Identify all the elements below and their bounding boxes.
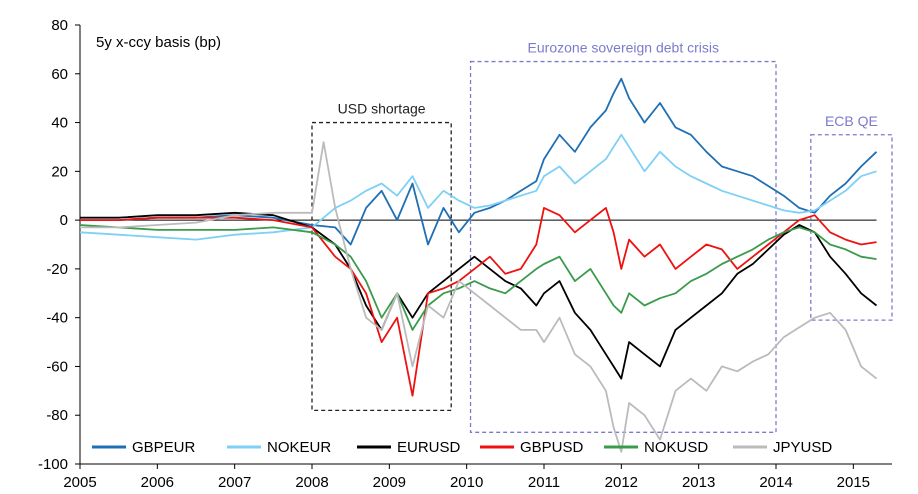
series-line-eurusd	[80, 211, 878, 380]
annotation-box	[311, 121, 452, 411]
x-tick-label: 2008	[295, 474, 328, 491]
y-tick-label: -20	[46, 261, 68, 278]
series-line-jpyusd	[80, 141, 878, 453]
x-tick-label: 2006	[141, 474, 174, 491]
annotations: USD shortage Eurozone sovereign debt cris…	[311, 40, 893, 433]
legend-label-gbpeur: GBPEUR	[132, 439, 196, 456]
y-tick-label: -100	[38, 456, 68, 473]
y-tick-label: 20	[51, 163, 68, 180]
series-line-gbpusd	[80, 206, 877, 397]
annotation-label: ECB QE	[825, 113, 878, 129]
series-line-nokeur	[79, 133, 877, 241]
chart-title: 5y x-ccy basis (bp)	[96, 34, 221, 51]
legend-label-eurusd: EURUSD	[397, 439, 461, 456]
x-tick-label: 2005	[63, 474, 96, 491]
x-tick-label: 2015	[837, 474, 870, 491]
y-tick-label: 40	[51, 115, 68, 132]
x-tick-label: 2012	[605, 474, 638, 491]
annotation-label: Eurozone sovereign debt crisis	[528, 40, 719, 56]
legend-label-gbpusd: GBPUSD	[520, 439, 584, 456]
x-tick-label: 2009	[373, 474, 406, 491]
y-tick-label: -40	[46, 310, 68, 327]
legend-label-nokeur: NOKEUR	[267, 439, 331, 456]
y-tick-label: 80	[51, 17, 68, 34]
annotation-box	[810, 134, 893, 321]
series-line-gbpeur	[80, 77, 878, 246]
annotation-label: USD shortage	[338, 101, 426, 117]
x-tick-label: 2010	[450, 474, 483, 491]
x-tick-label: 2007	[218, 474, 251, 491]
y-tick-label: -60	[46, 358, 68, 375]
y-tick-label: 60	[51, 66, 68, 83]
x-tick-label: 2013	[682, 474, 715, 491]
y-tick-label: -80	[46, 407, 68, 424]
x-tick-label: 2014	[759, 474, 792, 491]
series-line-nokusd	[79, 224, 877, 331]
series-lines	[79, 77, 878, 453]
x-tick-label: 2011	[528, 474, 560, 491]
y-tick-label: 0	[60, 212, 68, 229]
legend-label-nokusd: NOKUSD	[644, 439, 708, 456]
annotation-box	[469, 60, 777, 433]
legend-label-jpyusd: JPYUSD	[773, 439, 832, 456]
legend: GBPEUR NOKEUR EURUSD GBPUSD NOKUSD JPYUSD	[92, 439, 832, 456]
